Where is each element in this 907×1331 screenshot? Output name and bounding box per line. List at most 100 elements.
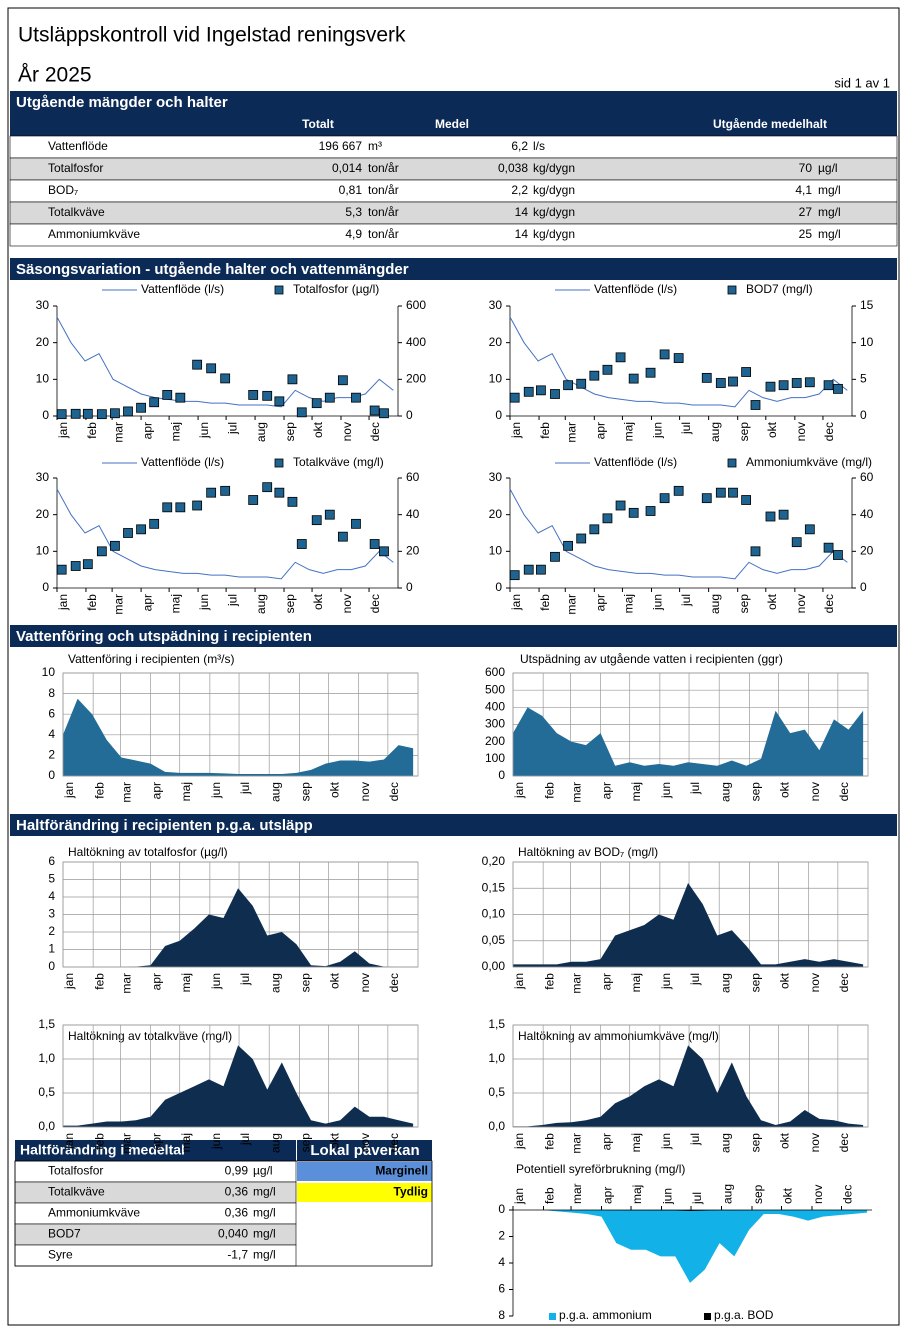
x-tick-label: nov xyxy=(358,1133,372,1152)
data-point xyxy=(296,407,307,418)
data-point xyxy=(602,364,613,375)
table-cell: Totalfosfor xyxy=(48,1164,103,1178)
section-bar xyxy=(10,625,897,647)
y-tick-label: 30 xyxy=(36,470,50,484)
x-tick-label: dec xyxy=(841,1185,855,1204)
x-tick-label: dec xyxy=(368,422,382,441)
x-tick-label: apr xyxy=(140,594,154,611)
x-tick-label: aug xyxy=(254,422,268,442)
x-tick-label: jul xyxy=(688,1133,702,1146)
data-point xyxy=(750,400,761,410)
x-tick-label: apr xyxy=(600,782,614,799)
x-tick-label: mar xyxy=(120,973,134,994)
x-tick-label: jun xyxy=(661,1188,675,1205)
y-tick-label: 6 xyxy=(498,1282,505,1296)
data-point xyxy=(615,500,626,511)
x-tick-label: mar xyxy=(570,1133,584,1154)
y-tick-label: 2 xyxy=(498,1229,505,1243)
y-tick-label: 4 xyxy=(48,889,55,903)
flow-line xyxy=(56,488,394,580)
data-point xyxy=(351,518,361,529)
x-tick-label: jul xyxy=(225,594,239,607)
table-cell: BOD7 xyxy=(48,1227,81,1241)
table-cell: 5,3 xyxy=(345,205,362,219)
data-point xyxy=(162,502,173,513)
data-point xyxy=(123,406,133,417)
y2-tick-label: 200 xyxy=(406,372,426,386)
x-tick-label: mar xyxy=(120,782,134,803)
table-row xyxy=(9,179,898,203)
table-cell: ton/år xyxy=(368,161,399,175)
x-tick-label: nov xyxy=(794,594,808,613)
data-point xyxy=(192,359,203,370)
x-tick-label: jan xyxy=(62,973,76,990)
table-cell: 0,040 xyxy=(218,1227,248,1241)
y-tick-label: 0 xyxy=(48,768,55,782)
y-tick-label: 0,05 xyxy=(482,933,506,947)
x-tick-label: jul xyxy=(688,782,702,795)
y-tick-label: 5 xyxy=(48,872,55,886)
table-cell: µg/l xyxy=(253,1164,273,1178)
plot-border xyxy=(62,861,419,968)
area xyxy=(63,1045,414,1127)
y2-tick-label: 0 xyxy=(860,408,867,422)
x-tick-label: okt xyxy=(778,972,792,989)
legend-swatch xyxy=(274,458,284,468)
data-point xyxy=(206,487,217,498)
data-point xyxy=(162,390,173,400)
x-tick-label: jan xyxy=(56,422,70,439)
x-tick-label: nov xyxy=(808,973,822,992)
x-tick-label: apr xyxy=(600,1133,614,1150)
table-cell: BOD₇ xyxy=(48,183,78,197)
data-point xyxy=(296,539,307,549)
y2-tick-label: 0 xyxy=(406,408,413,422)
data-point xyxy=(750,546,761,557)
y-tick-label: 10 xyxy=(42,665,56,679)
impact-label: Tydlig xyxy=(394,1185,428,1199)
column-header: Utgående medelhalt xyxy=(713,117,827,131)
y-tick-label: 100 xyxy=(485,751,505,765)
x-tick-label: jun xyxy=(197,594,211,611)
table-cell: 0,038 xyxy=(498,161,528,175)
table-cell: 0,81 xyxy=(339,183,363,197)
data-point xyxy=(248,390,259,400)
y-tick-label: 300 xyxy=(485,717,505,731)
x-tick-label: jul xyxy=(238,1133,252,1146)
impact-cell xyxy=(297,1183,432,1202)
data-point xyxy=(576,378,587,389)
x-tick-label: okt xyxy=(778,781,792,798)
x-tick-label: aug xyxy=(721,1184,735,1204)
section-bar xyxy=(10,814,897,836)
y-tick-label: 2 xyxy=(48,924,55,938)
data-point xyxy=(715,378,726,388)
data-point xyxy=(56,409,67,420)
table-row xyxy=(9,201,898,225)
section-bar xyxy=(10,91,897,136)
data-point xyxy=(149,397,160,408)
table-title: Lokal påverkan xyxy=(310,1142,419,1159)
data-point xyxy=(765,381,776,392)
x-tick-label: sep xyxy=(749,1133,763,1153)
x-tick-label: mar xyxy=(120,1133,134,1154)
legend-swatch xyxy=(274,285,284,295)
y-tick-label: 20 xyxy=(489,507,503,521)
y2-tick-label: 600 xyxy=(406,298,426,312)
x-tick-label: mar xyxy=(570,782,584,803)
data-point xyxy=(804,377,815,388)
y-tick-label: 1,0 xyxy=(38,1051,55,1065)
table-cell: mg/l xyxy=(818,183,841,197)
table-cell: kg/dygn xyxy=(533,227,575,241)
data-point xyxy=(715,487,726,498)
data-point xyxy=(136,524,146,535)
x-tick-label: jun xyxy=(659,973,673,990)
y-tick-label: 0 xyxy=(495,408,502,422)
data-point xyxy=(659,493,670,504)
data-point xyxy=(379,546,389,557)
area xyxy=(513,883,864,967)
y2-tick-label: 0 xyxy=(406,580,413,594)
x-tick-label: feb xyxy=(92,1133,106,1150)
y-tick-label: 4 xyxy=(48,727,55,741)
x-tick-label: feb xyxy=(542,1133,556,1150)
x-tick-label: jun xyxy=(659,1133,673,1150)
x-tick-label: jan xyxy=(512,973,526,990)
